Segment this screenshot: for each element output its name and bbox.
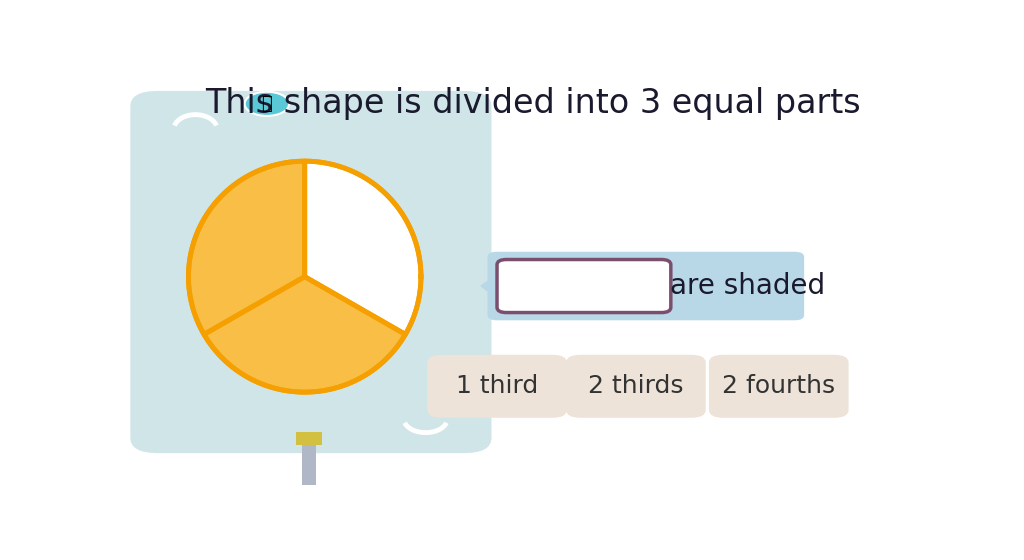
Bar <box>302 438 316 486</box>
FancyBboxPatch shape <box>130 91 492 453</box>
Text: 2 thirds: 2 thirds <box>588 374 684 398</box>
FancyBboxPatch shape <box>427 355 567 418</box>
Polygon shape <box>481 274 497 298</box>
FancyBboxPatch shape <box>566 355 706 418</box>
FancyBboxPatch shape <box>709 355 849 418</box>
Text: 1 third: 1 third <box>456 374 539 398</box>
Polygon shape <box>305 161 421 334</box>
FancyBboxPatch shape <box>487 252 804 320</box>
Text: 🔊: 🔊 <box>261 95 272 113</box>
Text: are shaded: are shaded <box>670 272 824 300</box>
FancyBboxPatch shape <box>497 259 671 312</box>
Polygon shape <box>188 161 305 334</box>
Polygon shape <box>204 277 406 392</box>
Bar <box>296 432 322 445</box>
Circle shape <box>245 92 289 116</box>
Text: This shape is divided into 3 equal parts: This shape is divided into 3 equal parts <box>205 87 860 120</box>
Text: 2 fourths: 2 fourths <box>722 374 836 398</box>
